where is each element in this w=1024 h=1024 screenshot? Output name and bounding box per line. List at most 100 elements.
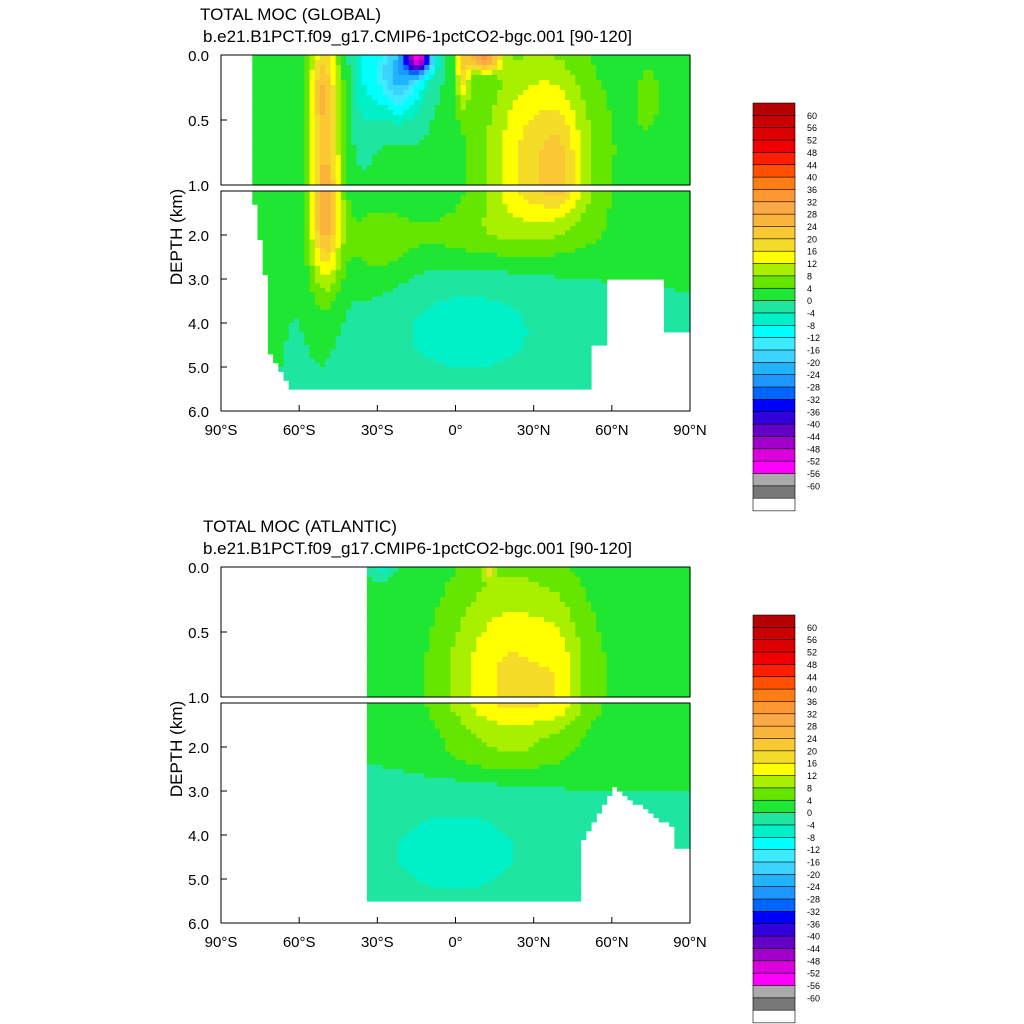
contour-cell <box>596 165 603 171</box>
contour-cell <box>309 204 316 210</box>
contour-cell <box>512 199 519 205</box>
contour-cell <box>445 145 451 151</box>
contour-cell <box>257 140 264 146</box>
contour-cell <box>528 75 535 81</box>
contour-cell <box>523 204 530 210</box>
contour-cell <box>533 70 540 76</box>
contour-cell <box>424 100 431 106</box>
contour-cell <box>325 80 332 86</box>
contour-cell <box>476 345 483 350</box>
contour-cell <box>419 191 425 196</box>
contour-cell <box>580 279 587 284</box>
contour-cell <box>267 213 274 218</box>
contour-cell <box>320 75 326 81</box>
contour-cell <box>346 305 352 311</box>
contour-cell <box>570 221 576 227</box>
contour-cell <box>429 318 436 324</box>
contour-cell <box>450 327 457 333</box>
contour-cell <box>377 345 384 350</box>
contour-cell <box>460 248 467 254</box>
contour-cell <box>377 336 384 342</box>
contour-cell <box>304 261 311 267</box>
contour-cell <box>559 301 566 306</box>
contour-cell <box>486 90 493 96</box>
contour-cell <box>669 100 675 106</box>
contour-cell <box>465 279 472 284</box>
contour-cell <box>596 314 603 320</box>
contour-cell <box>346 115 352 121</box>
contour-cell <box>387 115 394 121</box>
contour-cell <box>408 270 415 276</box>
contour-cell <box>283 217 290 223</box>
contour-cell <box>497 235 503 240</box>
contour-cell <box>554 283 561 289</box>
contour-cell <box>544 208 550 214</box>
contour-cell <box>392 279 399 284</box>
contour-cell <box>372 274 378 280</box>
contour-cell <box>502 257 509 262</box>
contour-cell <box>429 175 436 181</box>
contour-cell <box>267 115 274 121</box>
contour-cell <box>346 135 352 141</box>
contour-cell <box>611 80 618 86</box>
contour-cell <box>528 199 535 205</box>
contour-cell <box>575 115 582 121</box>
contour-cell <box>330 120 337 126</box>
contour-cell <box>669 140 675 146</box>
contour-cell <box>377 90 384 96</box>
contour-cell <box>590 270 597 276</box>
contour-cell <box>320 252 326 258</box>
contour-cell <box>304 165 311 171</box>
contour-cell <box>346 95 352 101</box>
contour-cell <box>408 199 415 205</box>
contour-cell <box>663 243 670 249</box>
contour-cell <box>549 135 556 141</box>
contour-cell <box>455 345 462 350</box>
contour-cell <box>653 270 660 276</box>
contour-cell <box>387 327 394 333</box>
contour-cell <box>611 115 618 121</box>
contour-cell <box>512 226 519 232</box>
contour-cell <box>580 336 587 342</box>
contour-cell <box>518 323 524 328</box>
contour-cell <box>538 274 545 280</box>
contour-cell <box>267 301 274 306</box>
contour-cell <box>580 331 587 337</box>
contour-cell <box>564 243 571 249</box>
contour-cell <box>564 125 571 131</box>
contour-cell <box>585 204 592 210</box>
contour-cell <box>361 301 368 306</box>
contour-cell <box>585 80 592 86</box>
contour-cell <box>340 301 347 306</box>
contour-cell <box>309 340 316 346</box>
contour-cell <box>408 55 415 61</box>
contour-cell <box>351 270 358 276</box>
contour-cell <box>497 323 503 328</box>
contour-cell <box>632 80 639 86</box>
contour-cell <box>559 85 566 91</box>
contour-cell <box>497 252 503 258</box>
contour-cell <box>304 95 311 101</box>
contour-cell <box>570 208 576 214</box>
contour-cell <box>549 195 556 201</box>
contour-cell <box>429 115 436 121</box>
contour-cell <box>445 323 451 328</box>
contour-cell <box>330 208 337 214</box>
contour-cell <box>340 252 347 258</box>
contour-cell <box>361 150 368 156</box>
contour-cell <box>554 221 561 227</box>
contour-cell <box>643 217 649 223</box>
contour-cell <box>382 287 389 293</box>
contour-cell <box>590 105 597 111</box>
contour-cell <box>679 191 686 196</box>
contour-cell <box>351 331 358 337</box>
contour-cell <box>439 279 446 284</box>
contour-cell <box>382 331 389 337</box>
contour-cell <box>429 80 436 86</box>
contour-cell <box>518 235 524 240</box>
contour-cell <box>293 345 300 350</box>
contour-cell <box>455 252 462 258</box>
contour-cell <box>413 274 420 280</box>
contour-cell <box>330 140 337 146</box>
contour-cell <box>372 208 378 214</box>
